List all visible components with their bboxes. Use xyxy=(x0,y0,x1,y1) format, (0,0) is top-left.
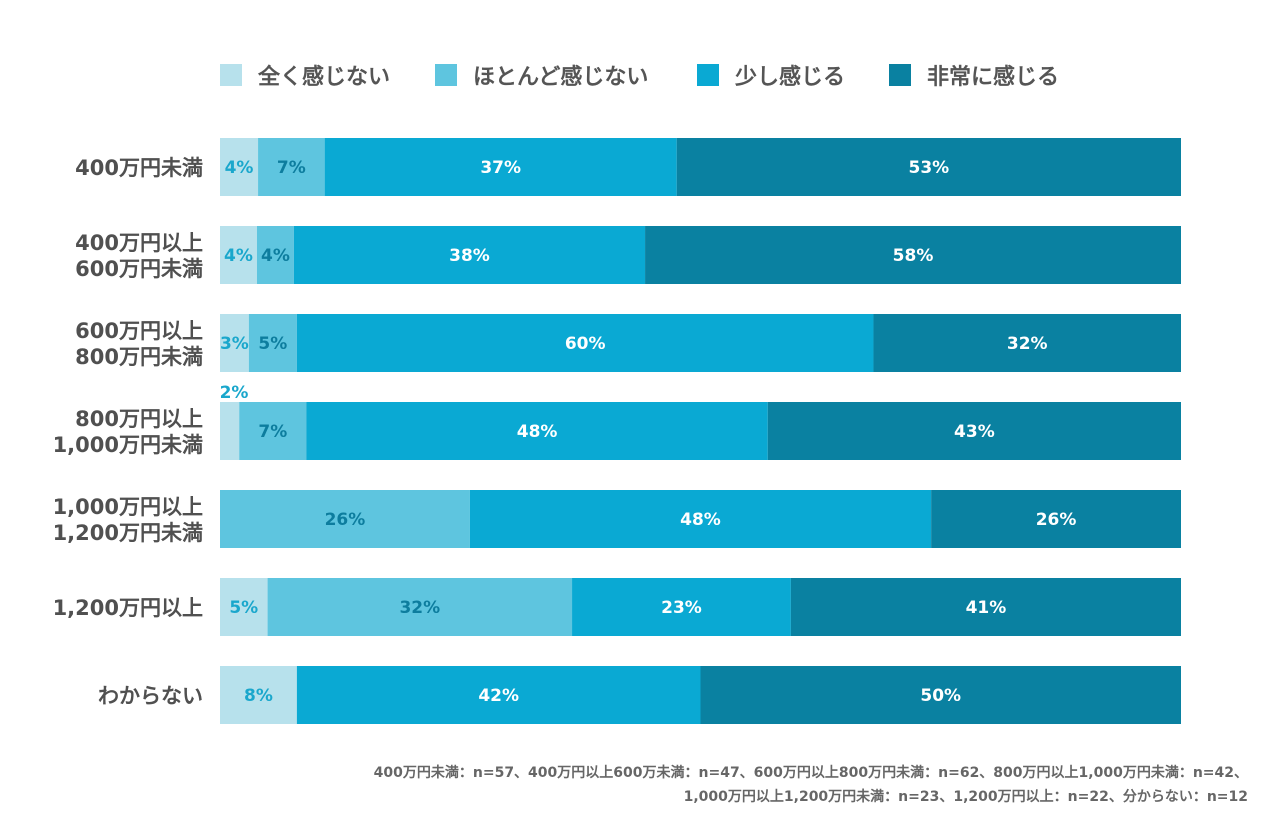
bar-segment-3-0 xyxy=(220,402,240,460)
bar-segment-4-3 xyxy=(931,490,1181,548)
bar-segment-3-2 xyxy=(306,402,768,460)
category-label-2-1: 800万円未満 xyxy=(75,345,203,369)
legend-swatch-0 xyxy=(220,64,242,86)
legend-swatch-1 xyxy=(435,64,457,86)
value-label-0-2: 37% xyxy=(480,158,521,178)
category-label-6-0: わからない xyxy=(98,684,203,708)
legend-label-3: 非常に感じる xyxy=(927,64,1059,90)
bar-segment-3-1 xyxy=(239,402,307,460)
value-label-4-2: 48% xyxy=(680,510,721,530)
sample-size-note-line-1: 400万円未満：n=57、400万円以上600万未満：n=47、600万円以上8… xyxy=(373,765,1248,781)
bar-segment-2-2 xyxy=(296,314,874,372)
category-label-1-1: 600万円未満 xyxy=(75,257,203,281)
bar-segment-6-0 xyxy=(220,666,297,724)
category-label-4-1: 1,200万円未満 xyxy=(53,521,203,545)
value-label-3-0: 2% xyxy=(220,383,249,403)
value-label-5-0: 5% xyxy=(229,598,258,618)
value-label-2-0: 3% xyxy=(220,334,249,354)
bar-segment-1-1 xyxy=(256,226,294,284)
bar-segment-1-0 xyxy=(220,226,257,284)
value-label-2-3: 32% xyxy=(1007,334,1048,354)
bar-segment-2-1 xyxy=(248,314,297,372)
bar-segment-5-2 xyxy=(572,578,791,636)
value-label-4-1: 26% xyxy=(325,510,366,530)
value-label-3-2: 48% xyxy=(517,422,558,442)
value-label-3-3: 43% xyxy=(954,422,995,442)
bar-segment-4-1 xyxy=(220,490,470,548)
legend-label-0: 全く感じない xyxy=(257,64,390,90)
value-label-5-1: 32% xyxy=(399,598,440,618)
value-label-1-1: 4% xyxy=(261,246,290,266)
bar-segment-1-3 xyxy=(645,226,1181,284)
category-label-1-0: 400万円以上 xyxy=(75,231,203,255)
value-label-0-0: 4% xyxy=(225,158,254,178)
bar-segment-6-2 xyxy=(296,666,701,724)
value-label-0-3: 53% xyxy=(909,158,950,178)
bar-segment-2-0 xyxy=(220,314,249,372)
bar-segment-0-1 xyxy=(258,138,325,196)
value-label-6-2: 42% xyxy=(478,686,519,706)
bar-segment-5-1 xyxy=(267,578,573,636)
value-label-0-1: 7% xyxy=(277,158,306,178)
value-label-6-0: 8% xyxy=(244,686,273,706)
bar-segment-4-2 xyxy=(469,490,932,548)
category-label-5-0: 1,200万円以上 xyxy=(53,596,203,620)
category-label-4-0: 1,000万円以上 xyxy=(53,495,203,519)
value-label-6-3: 50% xyxy=(920,686,961,706)
bar-segment-1-2 xyxy=(293,226,646,284)
legend-swatch-2 xyxy=(697,64,719,86)
value-label-2-2: 60% xyxy=(565,334,606,354)
value-label-5-3: 41% xyxy=(966,598,1007,618)
bar-segment-6-3 xyxy=(700,666,1181,724)
bar-segment-5-0 xyxy=(220,578,268,636)
value-label-1-0: 4% xyxy=(224,246,253,266)
category-label-0-0: 400万円未満 xyxy=(75,156,203,180)
bar-segment-0-2 xyxy=(324,138,677,196)
bar-segment-0-0 xyxy=(220,138,259,196)
legend-label-1: ほとんど感じない xyxy=(473,64,648,90)
category-label-2-0: 600万円以上 xyxy=(75,319,203,343)
legend: 全く感じない ほとんど感じない 少し感じる 非常に感じる xyxy=(220,64,1059,90)
value-label-2-1: 5% xyxy=(258,334,287,354)
category-label-3-0: 800万円以上 xyxy=(75,407,203,431)
category-label-3-1: 1,000万円未満 xyxy=(53,433,203,457)
bar-segment-5-3 xyxy=(790,578,1181,636)
legend-label-2: 少し感じる xyxy=(734,64,845,90)
bar-segment-3-3 xyxy=(767,402,1181,460)
legend-swatch-3 xyxy=(889,64,911,86)
bar-segment-0-3 xyxy=(676,138,1181,196)
value-label-1-2: 38% xyxy=(449,246,490,266)
bar-segment-2-3 xyxy=(873,314,1181,372)
value-label-3-1: 7% xyxy=(258,422,287,442)
sample-size-note-line-2: 1,000万円以上1,200万円未満：n=23、1,200万円以上：n=22、分… xyxy=(683,789,1248,805)
value-label-1-3: 58% xyxy=(893,246,934,266)
value-label-5-2: 23% xyxy=(661,598,702,618)
value-label-4-3: 26% xyxy=(1036,510,1077,530)
